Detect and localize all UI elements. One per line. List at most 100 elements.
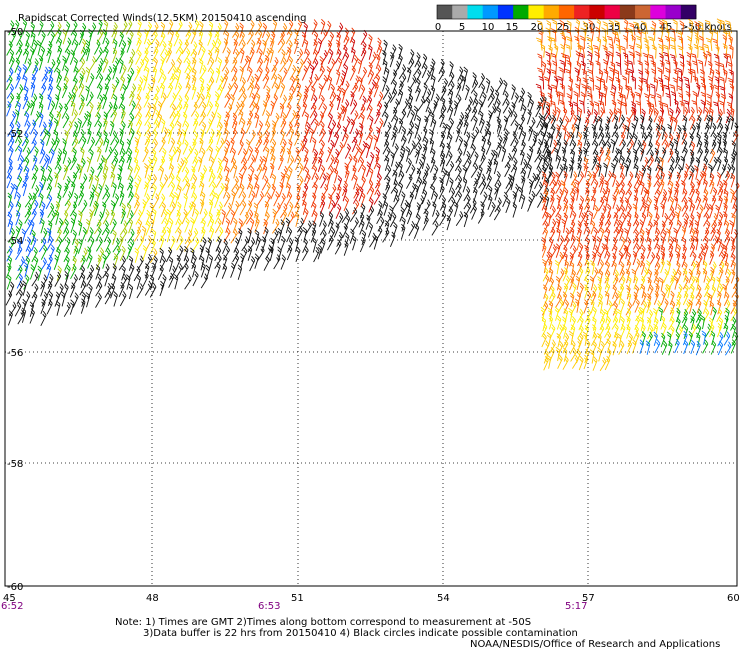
wind-barb <box>263 73 270 89</box>
wind-barb <box>21 228 26 244</box>
wind-barb <box>659 60 665 75</box>
wind-barb <box>127 228 135 244</box>
wind-barb <box>399 108 407 124</box>
wind-barb <box>663 268 669 284</box>
wind-barb <box>78 265 86 281</box>
wind-barb <box>304 111 309 127</box>
wind-barb <box>649 93 657 107</box>
wind-barb <box>230 74 238 90</box>
wind-barb <box>207 56 215 73</box>
wind-barb <box>541 164 547 180</box>
wind-barb <box>9 110 17 127</box>
wind-barb <box>113 253 119 269</box>
wind-barb <box>632 235 639 250</box>
wind-barb <box>695 82 701 97</box>
wind-barb <box>430 184 436 200</box>
wind-barb <box>318 83 323 99</box>
wind-barb <box>584 290 592 306</box>
wind-barb <box>576 291 582 306</box>
wind-barb <box>558 66 564 81</box>
wind-barb <box>493 205 501 221</box>
wind-barb <box>556 315 562 330</box>
wind-barb <box>488 103 497 119</box>
wind-barb <box>660 290 666 306</box>
wind-barb <box>240 148 248 164</box>
wind-barb <box>541 236 546 252</box>
wind-barb <box>182 111 188 128</box>
wind-barb <box>112 229 117 245</box>
wind-barb <box>104 289 112 305</box>
wind-barb <box>360 95 367 111</box>
wind-barb <box>357 156 365 173</box>
wind-barb <box>150 248 158 264</box>
wind-barb <box>312 39 318 55</box>
wind-barb <box>344 214 351 230</box>
wind-barb <box>217 75 224 91</box>
wind-barb <box>198 29 204 46</box>
wind-barb <box>167 19 174 35</box>
wind-barb <box>423 208 429 224</box>
wind-barb <box>239 92 247 108</box>
wind-barb <box>8 145 14 162</box>
wind-barb <box>224 139 231 155</box>
wind-barb <box>680 155 686 171</box>
wind-barb <box>540 43 546 58</box>
wind-barb <box>591 195 596 211</box>
wind-barb <box>439 195 446 211</box>
wind-barb <box>238 183 245 199</box>
wind-barb <box>174 110 181 126</box>
wind-barb <box>562 267 568 282</box>
wind-barb <box>669 44 677 58</box>
wind-barb <box>85 85 90 101</box>
wind-barb <box>8 219 14 235</box>
wind-barb <box>512 92 519 108</box>
wind-barb <box>660 250 666 265</box>
wind-barb <box>151 22 159 37</box>
wind-barb <box>38 237 47 253</box>
wind-barb <box>295 103 301 119</box>
wind-barb <box>431 100 438 116</box>
wind-barb <box>709 203 714 219</box>
wind-barb <box>389 51 395 68</box>
wind-barb <box>549 267 554 282</box>
wind-barb <box>206 136 214 152</box>
wind-barb <box>119 155 125 172</box>
wind-barb <box>368 44 373 60</box>
wind-barb <box>279 82 286 98</box>
wind-barb <box>699 76 706 90</box>
wind-barb <box>627 138 634 153</box>
wind-barb <box>80 298 86 314</box>
wind-barb <box>14 226 21 242</box>
wind-barb <box>679 20 685 35</box>
wind-barb <box>255 235 261 251</box>
wind-barb <box>61 227 70 243</box>
wind-barb <box>16 238 22 255</box>
wind-barb <box>399 206 405 222</box>
wind-barb <box>95 226 102 242</box>
wind-barb <box>24 111 30 127</box>
wind-barb <box>496 106 502 122</box>
wind-barb <box>682 202 689 218</box>
wind-barb <box>546 60 552 75</box>
legend-swatch <box>467 5 484 19</box>
wind-barb <box>358 76 363 92</box>
wind-barb <box>31 155 38 171</box>
wind-barb <box>674 186 679 202</box>
wind-barb <box>626 284 631 300</box>
wind-barb <box>320 18 326 35</box>
wind-barb <box>695 284 702 299</box>
wind-barb <box>342 80 350 96</box>
wind-barb <box>730 149 737 164</box>
wind-barb <box>568 307 573 323</box>
wind-barb <box>591 251 597 266</box>
wind-barb <box>302 85 309 101</box>
wind-barb <box>441 122 448 138</box>
wind-barb <box>367 222 374 238</box>
wind-barb <box>214 30 220 47</box>
wind-barb <box>95 264 101 280</box>
wind-barb <box>349 207 358 223</box>
wind-barb <box>613 131 619 147</box>
wind-barb <box>594 85 600 99</box>
wind-barb <box>56 110 62 127</box>
wind-barb <box>78 100 85 116</box>
